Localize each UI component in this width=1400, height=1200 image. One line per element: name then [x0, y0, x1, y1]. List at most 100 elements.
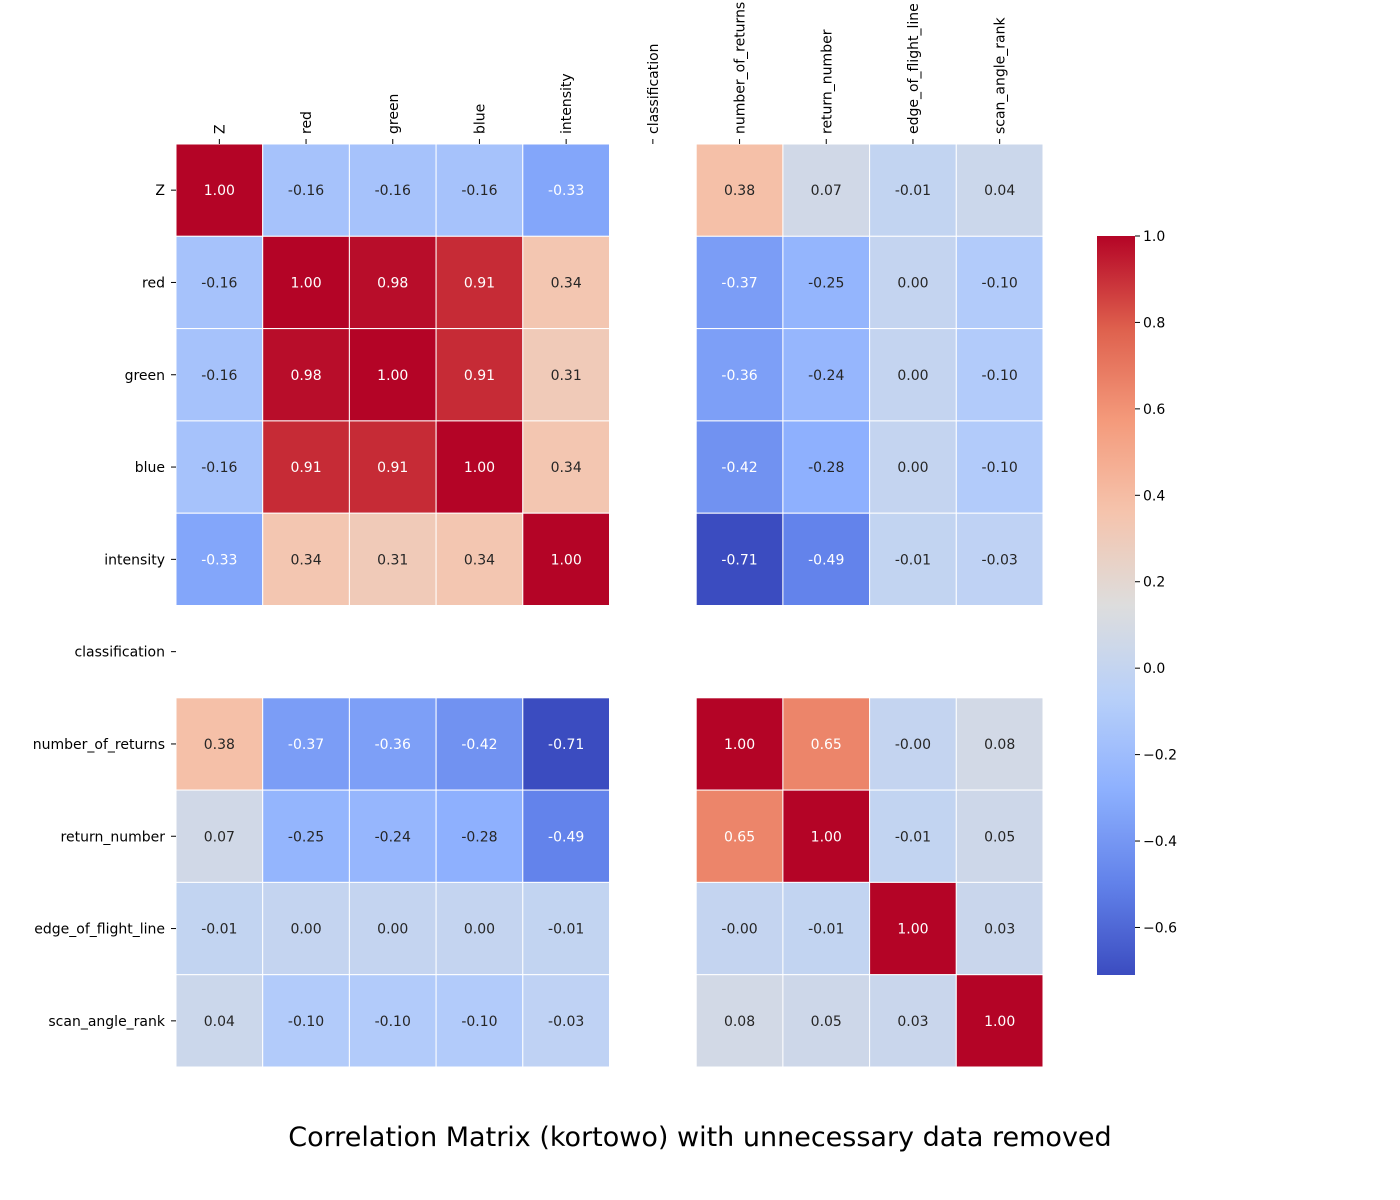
cell-value-label: -0.16: [288, 183, 324, 199]
cell-value-label: 1.00: [811, 829, 842, 845]
cell-value-label: 0.08: [984, 737, 1015, 753]
x-tick-label: blue: [472, 104, 488, 134]
cell-value-label: -0.16: [201, 275, 237, 291]
cell-value-label: 0.04: [204, 1014, 235, 1030]
heatmap-cell: [175, 143, 264, 237]
cell-value-label: 0.34: [551, 460, 582, 476]
chart-title: Correlation Matrix (kortowo) with unnece…: [288, 1122, 1112, 1153]
heatmap-cell: [348, 881, 437, 976]
heatmap-cell: [435, 881, 524, 976]
heatmap-cell: [435, 420, 524, 514]
cell-value-label: 1.00: [464, 460, 495, 476]
heatmap-cell: [522, 881, 610, 976]
cell-value-label: 0.38: [724, 183, 755, 199]
cell-value-label: 0.98: [377, 275, 408, 291]
cell-value-label: 0.00: [377, 922, 408, 938]
cell-value-label: -0.01: [201, 922, 237, 938]
cell-value-label: 1.00: [551, 552, 582, 568]
colorbar-tick-label: 0.4: [1143, 488, 1165, 504]
cell-value-label: 0.91: [377, 460, 408, 476]
cell-value-label: -0.42: [721, 460, 757, 476]
cell-value-label: 0.98: [290, 368, 321, 384]
colorbar-tick-label: 0.8: [1143, 315, 1165, 331]
heatmap-cell: [695, 881, 784, 976]
cell-value-label: 0.00: [897, 368, 928, 384]
heatmap-cell: [175, 697, 264, 791]
heatmap-cell: [782, 512, 871, 607]
heatmap-cell: [348, 512, 437, 607]
heatmap-cell: [262, 789, 350, 883]
heatmap-cell: [348, 974, 437, 1068]
heatmap-cell: [955, 974, 1044, 1068]
cell-value-label: 0.34: [290, 552, 321, 568]
y-tick-label: number_of_returns: [33, 737, 165, 753]
heatmap-cell: [175, 881, 264, 976]
cell-value-label: 1.00: [204, 183, 235, 199]
heatmap-cell: [175, 512, 264, 607]
cell-value-label: -0.10: [982, 368, 1018, 384]
cell-value-label: 1.00: [724, 737, 755, 753]
x-tick-label: return_number: [819, 29, 835, 134]
heatmap-cell: [522, 974, 610, 1068]
cell-value-label: 1.00: [290, 275, 321, 291]
y-tick-label: blue: [135, 460, 165, 476]
heatmap-cell: [262, 420, 350, 514]
heatmap-cell: [955, 420, 1044, 514]
heatmap-cell: [435, 974, 524, 1068]
heatmap-cell: [262, 974, 350, 1068]
y-tick-label: green: [125, 368, 165, 384]
y-tick-label: edge_of_flight_line: [34, 922, 165, 938]
heatmap-cell: [348, 697, 437, 791]
cell-value-label: -0.00: [721, 922, 757, 938]
heatmap-cell: [955, 697, 1044, 791]
heatmap-cell: [955, 881, 1044, 976]
heatmap-cell: [175, 328, 264, 422]
cell-value-label: -0.33: [548, 183, 584, 199]
cell-value-label: -0.10: [461, 1014, 497, 1030]
cell-value-label: 0.34: [464, 552, 495, 568]
cell-value-label: 0.34: [551, 275, 582, 291]
y-tick-label: scan_angle_rank: [48, 1014, 165, 1030]
heatmap-cell: [955, 328, 1044, 422]
x-tick-label: green: [386, 94, 402, 134]
cell-value-label: -0.10: [982, 460, 1018, 476]
heatmap-cell: [175, 974, 264, 1068]
cell-value-label: -0.01: [808, 922, 844, 938]
cell-value-label: -0.71: [548, 737, 584, 753]
colorbar-tick-label: 1.0: [1143, 229, 1165, 245]
cell-value-label: -0.24: [808, 368, 844, 384]
colorbar-tick-label: 0.6: [1143, 402, 1165, 418]
cell-value-label: -0.01: [895, 552, 931, 568]
heatmap-cell: [695, 697, 784, 791]
x-tick-label: intensity: [559, 73, 575, 134]
cell-value-label: 0.91: [464, 275, 495, 291]
y-tick-label: classification: [74, 645, 165, 661]
cell-value-label: -0.01: [895, 183, 931, 199]
cell-value-label: -0.28: [808, 460, 844, 476]
colorbar-tick-label: −0.2: [1143, 748, 1177, 764]
heatmap-cell: [782, 974, 871, 1068]
heatmap-cell: [522, 697, 610, 791]
cell-value-label: -0.37: [721, 275, 757, 291]
heatmap-cell: [435, 512, 524, 607]
cell-value-label: 0.31: [377, 552, 408, 568]
cell-value-label: -0.10: [288, 1014, 324, 1030]
cell-value-label: -0.00: [895, 737, 931, 753]
heatmap-cell: [869, 697, 957, 791]
heatmap-cell: [262, 512, 350, 607]
x-tick-label: Z: [212, 124, 228, 134]
heatmap-cell: [522, 143, 610, 237]
cell-value-label: 0.38: [204, 737, 235, 753]
cell-value-label: -0.33: [201, 552, 237, 568]
y-tick-label: red: [142, 275, 165, 291]
heatmap-cell: [782, 881, 871, 976]
x-tick-label: red: [299, 111, 315, 134]
cell-value-label: -0.28: [461, 829, 497, 845]
heatmap-cell: [782, 789, 871, 883]
colorbar-tick-label: −0.4: [1143, 834, 1177, 850]
colorbar-tick-label: 0.2: [1143, 575, 1165, 591]
x-tick-label: number_of_returns: [733, 2, 749, 134]
y-tick-label: Z: [155, 183, 165, 199]
cell-value-label: 0.91: [290, 460, 321, 476]
